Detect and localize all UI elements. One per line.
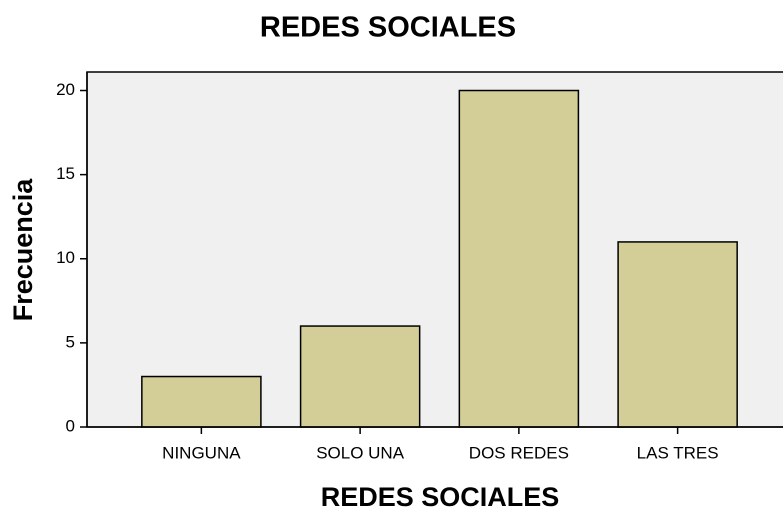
bar bbox=[299, 325, 421, 428]
chart-title: REDES SOCIALES bbox=[260, 12, 516, 44]
bar bbox=[617, 241, 738, 428]
y-tick-label: 5 bbox=[66, 332, 75, 351]
x-tick-label: LAS TRES bbox=[637, 443, 719, 462]
y-tick-label: 0 bbox=[66, 416, 75, 435]
x-tick-label: DOS REDES bbox=[469, 443, 569, 462]
x-axis-title: REDES SOCIALES bbox=[321, 482, 560, 512]
bar bbox=[458, 89, 580, 428]
y-tick-label: 20 bbox=[56, 80, 75, 99]
y-tick-label: 15 bbox=[56, 164, 75, 183]
x-tick-label: NINGUNA bbox=[162, 443, 241, 462]
bar bbox=[141, 375, 262, 428]
y-tick-label: 10 bbox=[56, 248, 75, 267]
y-axis-title: Frecuencia bbox=[8, 178, 38, 322]
x-tick-label: SOLO UNA bbox=[316, 443, 405, 462]
